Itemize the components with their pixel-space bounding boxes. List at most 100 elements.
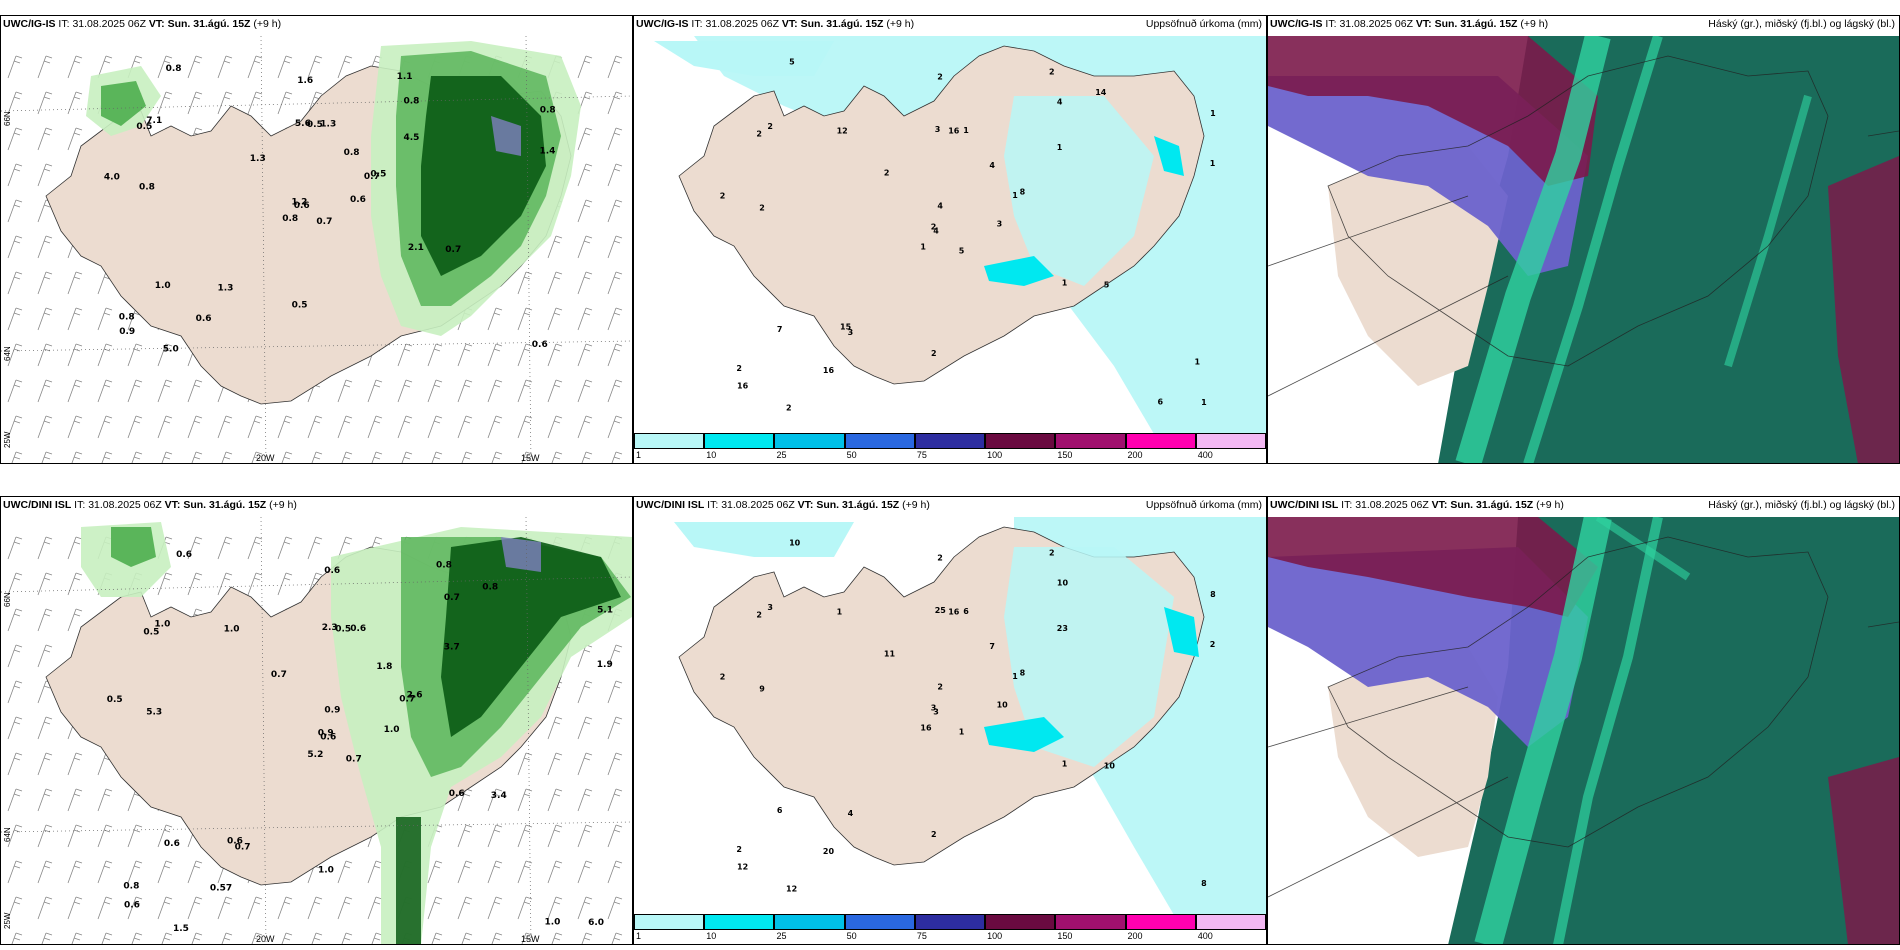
map-value-label: 5.6 [295,119,311,129]
wind-barb [547,307,563,331]
wind-barb [577,788,593,812]
lat-label-64n: 64N [3,827,12,842]
map-value-label: 0.9 [119,327,135,337]
wind-barb [517,824,533,848]
wind-barb [67,896,83,920]
wind-barb [37,163,53,187]
wind-barb [71,451,83,463]
lon-label-20w: 20W [256,934,275,944]
map-value-label: 3 [935,125,941,134]
wind-barb [187,379,203,403]
map-value-label: 4 [1057,98,1063,107]
wind-barb [487,307,503,331]
wind-barb [551,932,563,944]
wind-barb [221,451,233,463]
wind-barb [7,824,23,848]
colorbar-swatch [1195,433,1266,449]
wind-barb [577,163,593,187]
map-value-label: 6 [777,806,783,815]
colorbar-label: 100 [987,931,1003,941]
wind-barb [547,860,563,884]
colorbar-swatch [985,914,1056,930]
map-value-label: 2.1 [408,243,424,253]
wind-barb [7,415,23,439]
colorbar-label: 10 [706,450,717,460]
wind-barb [517,896,533,920]
wind-barb [37,572,53,596]
map-value-label: 16 [948,126,960,135]
wind-barb [37,608,53,632]
map-value-label: 0.7 [444,593,460,603]
wind-barb [521,451,533,463]
colorbar-swatch [1055,433,1126,449]
wind-barb [37,644,53,668]
wind-barb [577,55,593,79]
wind-barb [607,127,623,151]
wind-barb [187,415,203,439]
wind-barb [547,379,563,403]
map-value-label: 3.7 [444,642,460,652]
lat-label-66n: 66N [3,592,12,607]
map-value-label: 7.1 [146,116,162,126]
wind-barb [487,343,503,367]
wind-barb [397,379,413,403]
wind-barb [247,572,263,596]
wind-barb [607,379,623,403]
wind-barb [427,860,443,884]
wind-barb [607,824,623,848]
wind-barb [371,932,383,944]
colorbar-label: 200 [1127,450,1143,460]
precip-title: Uppsöfnuð úrkoma (mm) [1145,18,1262,30]
wind-barb [37,716,53,740]
map-value-label: 0.5 [307,120,323,130]
wind-barb [7,343,23,367]
wind-barb [547,271,563,295]
wind-barb [547,716,563,740]
map-value-label: 8 [1201,879,1207,888]
wind-barb [127,415,143,439]
map-value-label: 2.3 [322,623,338,633]
cloud-map [1268,517,1899,944]
map-value-label: 3 [931,703,937,712]
map-value-label: 1 [1012,191,1018,200]
panel-title: UWC/IG-IS IT: 31.08.2025 06Z VT: Sun. 31… [1270,18,1549,30]
wind-barb [487,415,503,439]
wind-barb [577,235,593,259]
wind-barb [127,379,143,403]
wind-barb [427,415,443,439]
wind-barb [97,788,113,812]
wind-barb [307,536,323,560]
wind-map: 0.70.50.60.80.71.31.11.30.80.60.80.60.80… [1,36,632,463]
wind-barb [97,343,113,367]
wind-barb [277,572,293,596]
wind-barb [251,451,263,463]
map-value-label: 7 [777,325,783,334]
map-value-label: 1.0 [318,865,334,875]
map-value-label: 2 [937,72,943,81]
map-value-label: 1 [1210,159,1216,168]
wind-barb [157,824,173,848]
map-value-label: 0.6 [320,733,336,743]
wind-barb [517,788,533,812]
wind-barb [37,536,53,560]
wind-barb [491,451,503,463]
wind-barb [547,235,563,259]
map-value-label: 1 [959,728,965,737]
wind-barb [157,860,173,884]
map-value-label: 1.0 [154,620,170,630]
wind-barb [67,379,83,403]
wind-barb [457,379,473,403]
map-value-label: 0.7 [399,694,415,704]
wind-barb [457,896,473,920]
panel-cloud-bottom: UWC/DINI ISL IT: 31.08.2025 06Z VT: Sun.… [1267,496,1900,945]
wind-barb [67,271,83,295]
wind-barb [37,127,53,151]
wind-barb [367,379,383,403]
map-value-label: 1.0 [224,625,240,635]
wind-barb [67,307,83,331]
map-value-label: 0.6 [350,195,366,205]
wind-barb [607,55,623,79]
panel-precip-bottom: UWC/DINI ISL IT: 31.08.2025 06Z VT: Sun.… [633,496,1267,945]
wind-barb [577,415,593,439]
wind-barb [41,932,53,944]
